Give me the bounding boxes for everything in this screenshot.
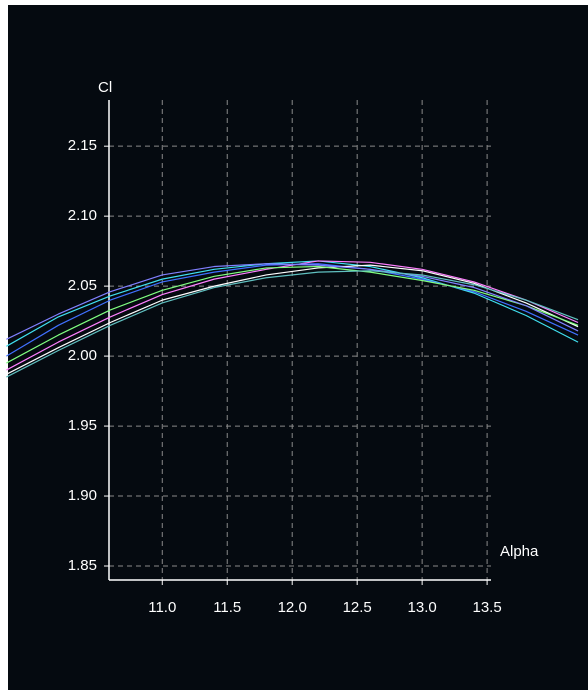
x-tick-label: 11.5 bbox=[213, 599, 241, 616]
y-tick-label: 2.10 bbox=[68, 207, 97, 224]
line-series bbox=[6, 260, 579, 347]
line-series bbox=[6, 263, 579, 340]
x-tick-label: 11.0 bbox=[148, 599, 176, 616]
line-series bbox=[6, 264, 579, 375]
line-series bbox=[6, 265, 579, 364]
line-series bbox=[6, 270, 579, 378]
plot-background bbox=[8, 5, 588, 690]
y-axis-label: Cl bbox=[98, 79, 112, 96]
x-tick-label: 12.5 bbox=[343, 599, 372, 616]
y-tick-label: 2.15 bbox=[68, 137, 97, 154]
x-axis-label: Alpha bbox=[500, 543, 539, 560]
y-tick-label: 2.00 bbox=[68, 347, 97, 364]
x-tick-label: 13.0 bbox=[408, 599, 437, 616]
y-tick-label: 2.05 bbox=[68, 277, 97, 294]
y-tick-label: 1.85 bbox=[68, 557, 97, 574]
y-tick-label: 1.95 bbox=[68, 417, 97, 434]
x-tick-label: 12.0 bbox=[278, 599, 307, 616]
line-series bbox=[6, 260, 579, 371]
x-tick-label: 13.5 bbox=[473, 599, 502, 616]
y-tick-label: 1.90 bbox=[68, 487, 97, 504]
